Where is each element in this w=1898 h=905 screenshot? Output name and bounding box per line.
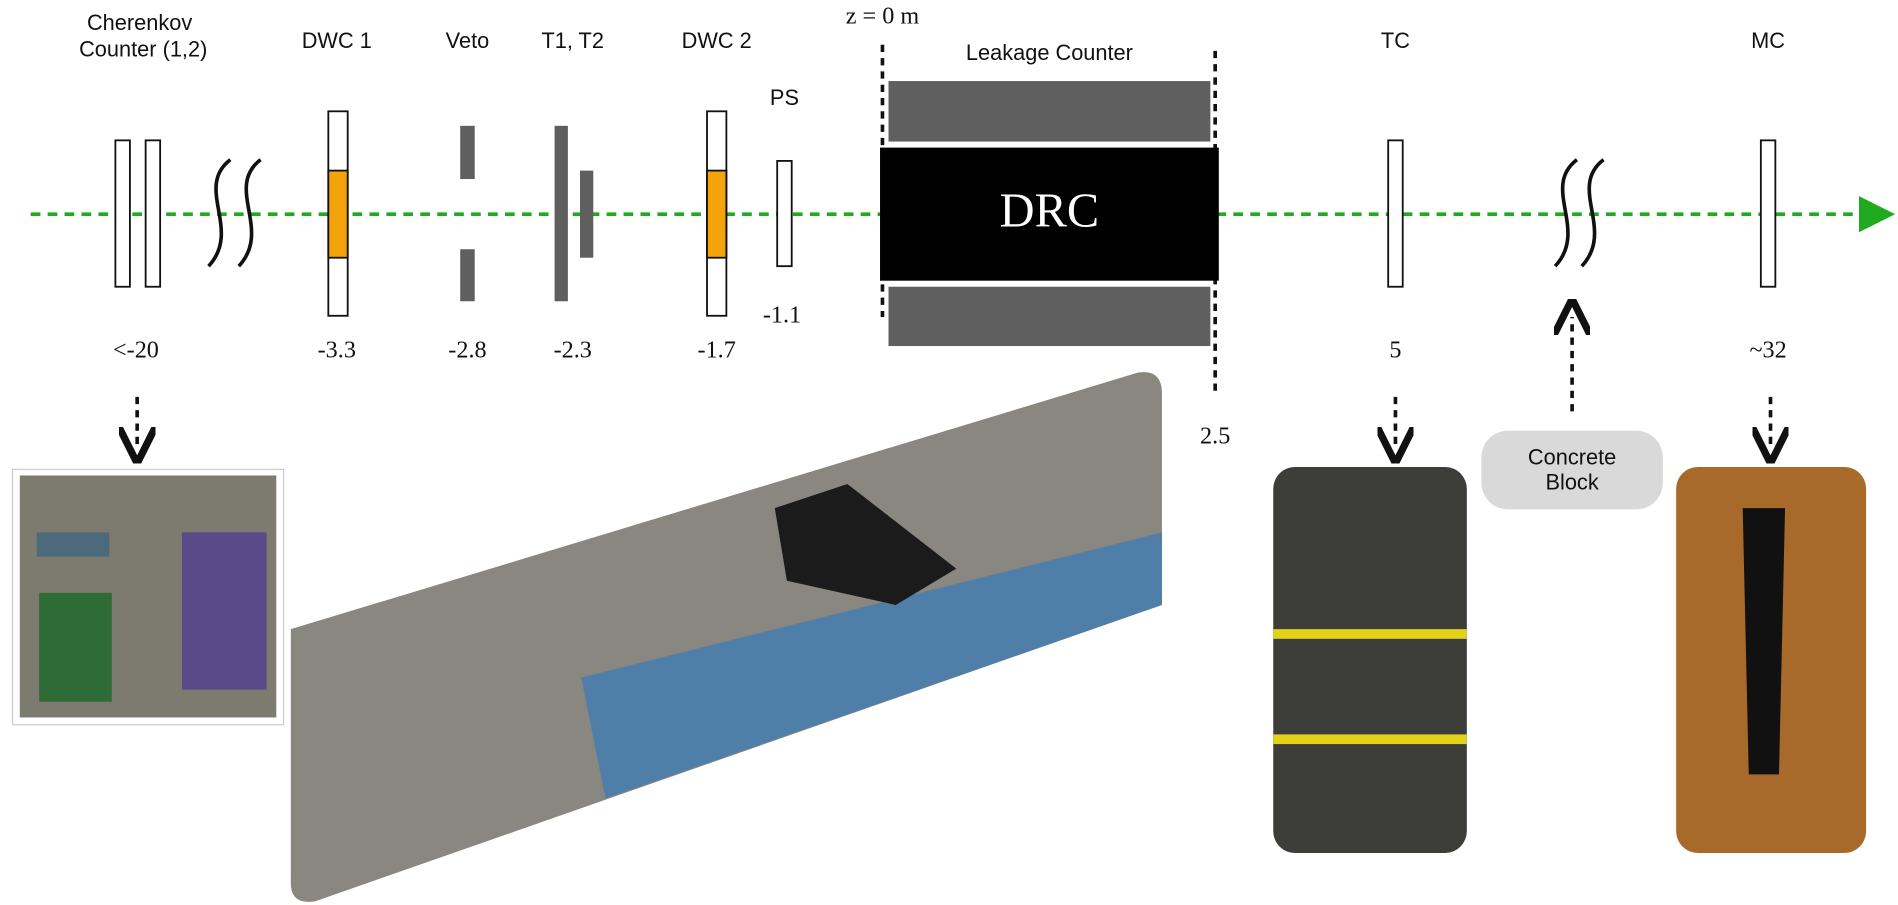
label: T1, T2 [541, 28, 604, 53]
label: DWC 1 [302, 28, 372, 53]
label: Veto [446, 28, 490, 53]
label: TC [1381, 28, 1410, 53]
photo-detail [39, 593, 112, 702]
dwc2-core [707, 171, 726, 258]
label: DWC 2 [682, 28, 752, 53]
photo-detail [182, 532, 267, 689]
veto-bottom [460, 249, 475, 301]
photo-detail [1743, 508, 1785, 774]
photo-detail [37, 532, 110, 556]
position: -1.7 [698, 337, 736, 364]
label: MC [1751, 28, 1785, 53]
page: Cherenkov Counter (1,2) DWC 1 Veto T1, T… [0, 0, 1898, 905]
label: Concrete [1528, 444, 1616, 469]
label: Block [1545, 470, 1598, 495]
position: 2.5 [1200, 423, 1230, 450]
position: -3.3 [318, 337, 356, 364]
photo-detail [1273, 629, 1467, 639]
cherenkov-1 [115, 140, 130, 286]
label: Cherenkov [87, 10, 192, 35]
dwc1-core [328, 171, 347, 258]
label: PS [770, 85, 799, 110]
label: Leakage Counter [966, 40, 1133, 65]
cherenkov-2 [146, 140, 161, 286]
position: -2.8 [448, 337, 486, 364]
label: Counter (1,2) [79, 37, 207, 62]
mc [1761, 140, 1776, 286]
drc-label: DRC [1000, 184, 1099, 237]
leakage-bottom [889, 287, 1211, 346]
leakage-top [889, 81, 1211, 141]
ps [777, 161, 792, 266]
diagram: Cherenkov Counter (1,2) DWC 1 Veto T1, T… [0, 0, 1898, 905]
tc [1388, 140, 1403, 286]
origin-label: z = 0 m [846, 3, 920, 30]
position: <-20 [113, 337, 159, 364]
position: -1.1 [763, 302, 801, 329]
t2 [580, 171, 593, 258]
veto-top [460, 126, 475, 179]
photo-tc [1273, 467, 1467, 853]
t1 [555, 126, 568, 301]
photo-detail [1273, 734, 1467, 744]
position: ~32 [1749, 337, 1786, 364]
position: 5 [1389, 337, 1401, 364]
position: -2.3 [554, 337, 592, 364]
